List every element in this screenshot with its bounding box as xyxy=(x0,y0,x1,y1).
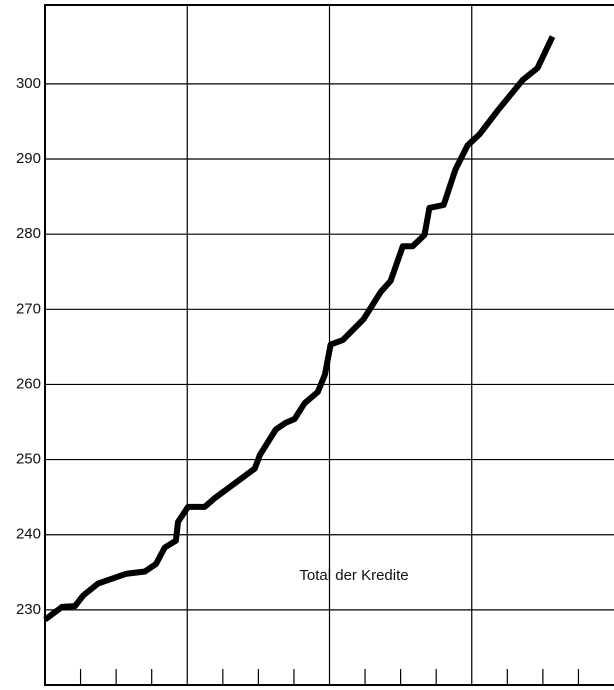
y-tick-label: 260 xyxy=(16,375,41,392)
y-tick-label: 270 xyxy=(16,300,41,317)
y-tick-label: 280 xyxy=(16,225,41,242)
y-tick-label: 250 xyxy=(16,451,41,468)
data-line xyxy=(43,35,556,623)
y-tick-label: 290 xyxy=(16,150,41,167)
annotation: Total der Kredite xyxy=(299,567,408,584)
axis-frame xyxy=(44,4,614,686)
y-tick-label: 300 xyxy=(16,75,41,92)
y-tick-label: 240 xyxy=(16,526,41,543)
y-tick-label: 230 xyxy=(16,601,41,618)
